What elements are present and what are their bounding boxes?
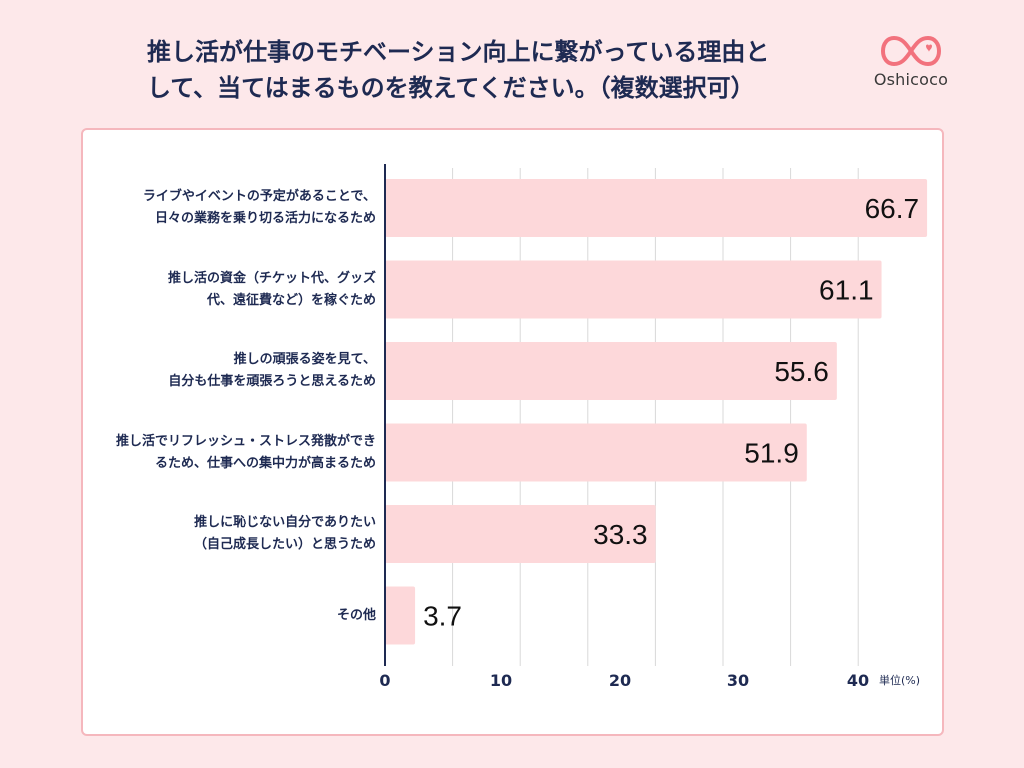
bar: [385, 586, 416, 645]
title-line-2: して、当てはまるものを教えてください。（複数選択可）: [147, 74, 755, 102]
x-tick-label: 40: [847, 671, 869, 690]
category-label: 推し活の資金（チケット代、グッズ代、遠征費など）を稼ぐため: [80, 268, 376, 312]
bar-value-label: 3.7: [423, 601, 462, 632]
category-label-line: ライブやイベントの予定があることで、: [142, 189, 376, 204]
category-label: 推しに恥じない自分でありたい （自己成長したい）と思うため: [80, 512, 376, 556]
bar: [385, 342, 837, 400]
category-label: 推し活でリフレッシュ・ストレス発散ができるため、仕事への集中力が高まるため: [80, 431, 376, 475]
infinity-heart-icon: [881, 36, 941, 66]
bar: [385, 260, 882, 319]
brand-logo: Oshicoco: [866, 34, 956, 89]
bar-value-label: 61.1: [819, 275, 874, 306]
logo-text: Oshicoco: [873, 70, 949, 89]
bar: [385, 179, 928, 237]
chart-title: 推し活が仕事のモチベーション向上に繋がっている理由と して、当てはまるものを教え…: [147, 34, 847, 106]
bar-value-label: 33.3: [593, 519, 648, 550]
category-label-line: その他: [336, 607, 376, 623]
bar: [385, 423, 807, 482]
category-label: その他: [80, 605, 376, 627]
category-label-line: 代、遠征費など）を稼ぐため: [206, 292, 376, 308]
category-label-line: 推し活でリフレッシュ・ストレス発散ができ: [115, 433, 376, 449]
category-label-line: 推しの頑張る姿を見て、: [233, 352, 376, 367]
x-tick-label: 30: [727, 671, 749, 690]
bar: [385, 505, 656, 563]
x-tick-label: 0: [379, 671, 390, 690]
category-label: ライブやイベントの予定があることで、日々の業務を乗り切る活力になるため: [80, 186, 376, 230]
x-tick-label: 20: [609, 671, 631, 690]
category-label-line: 推しに恥じない自分でありたい: [194, 515, 376, 530]
category-label-line: るため、仕事への集中力が高まるため: [154, 455, 376, 471]
bar-value-label: 55.6: [774, 356, 829, 387]
category-label-line: （自己成長したい）と思うため: [193, 537, 376, 552]
category-label: 推しの頑張る姿を見て、自分も仕事を頑張ろうと思えるため: [80, 349, 376, 393]
category-label-line: 自分も仕事を頑張ろうと思えるため: [168, 374, 376, 389]
bar-value-label: 51.9: [744, 438, 799, 469]
title-line-1: 推し活が仕事のモチベーション向上に繋がっている理由と: [147, 38, 770, 66]
x-tick-label: 10: [490, 671, 512, 690]
unit-label: 単位(%): [879, 674, 921, 687]
category-label-line: 日々の業務を乗り切る活力になるため: [154, 211, 376, 226]
category-label-line: 推し活の資金（チケット代、グッズ: [167, 270, 376, 286]
bar-value-label: 66.7: [865, 193, 920, 224]
